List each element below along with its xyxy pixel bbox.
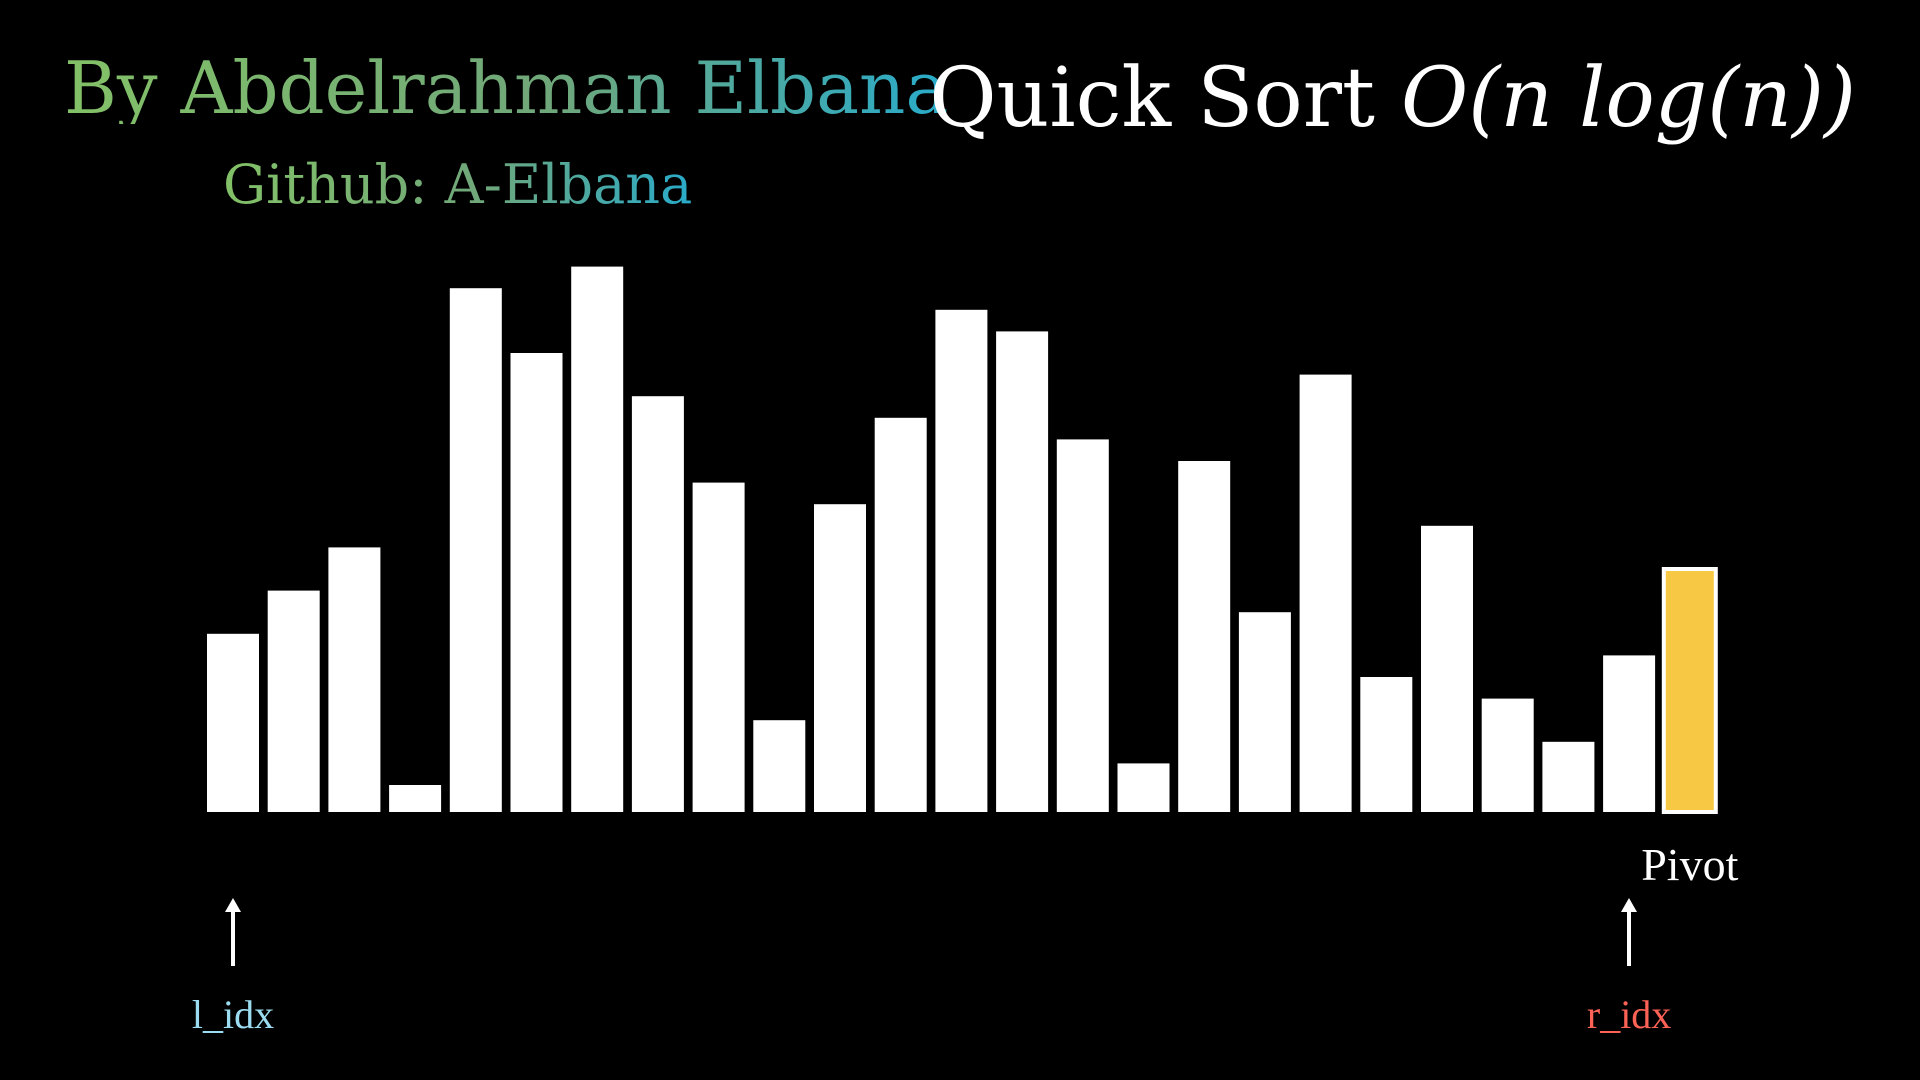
r-idx-label: r_idx <box>1586 992 1672 1037</box>
bar <box>753 720 806 812</box>
title-complexity: O(n log(n)) <box>1401 51 1856 146</box>
l-idx-arrow-icon <box>225 898 241 966</box>
bar <box>1238 612 1291 812</box>
bar <box>1360 677 1413 812</box>
bar <box>1421 525 1473 812</box>
bar <box>692 482 745 812</box>
bar <box>814 504 866 812</box>
github-credit: Github: A-Elbana <box>223 153 693 216</box>
r-idx-arrow-icon <box>1621 898 1638 966</box>
bar <box>267 590 320 812</box>
bar <box>449 288 502 812</box>
bar <box>389 785 442 812</box>
bar <box>510 353 563 812</box>
bar <box>1056 439 1109 812</box>
author-credit: By Abdelrahman Elbana <box>64 46 949 130</box>
bar <box>1299 374 1352 812</box>
bar <box>1542 741 1595 812</box>
bar <box>1603 655 1656 812</box>
l-idx-label: l_idx <box>191 992 275 1037</box>
bar <box>1178 461 1231 812</box>
bar <box>571 266 624 813</box>
title-text: Quick Sort <box>929 51 1375 146</box>
bar <box>935 309 988 812</box>
bar <box>874 417 927 812</box>
bar <box>328 547 381 812</box>
bar <box>207 633 259 812</box>
bar <box>996 331 1049 812</box>
bar <box>1481 698 1534 812</box>
pivot-bar <box>1661 567 1718 814</box>
pivot-label: Pivot <box>1641 839 1739 890</box>
bars-group <box>207 266 1718 814</box>
bar <box>631 396 684 812</box>
page-title: Quick Sort O(n log(n)) <box>929 58 1856 140</box>
bar <box>1117 763 1170 812</box>
